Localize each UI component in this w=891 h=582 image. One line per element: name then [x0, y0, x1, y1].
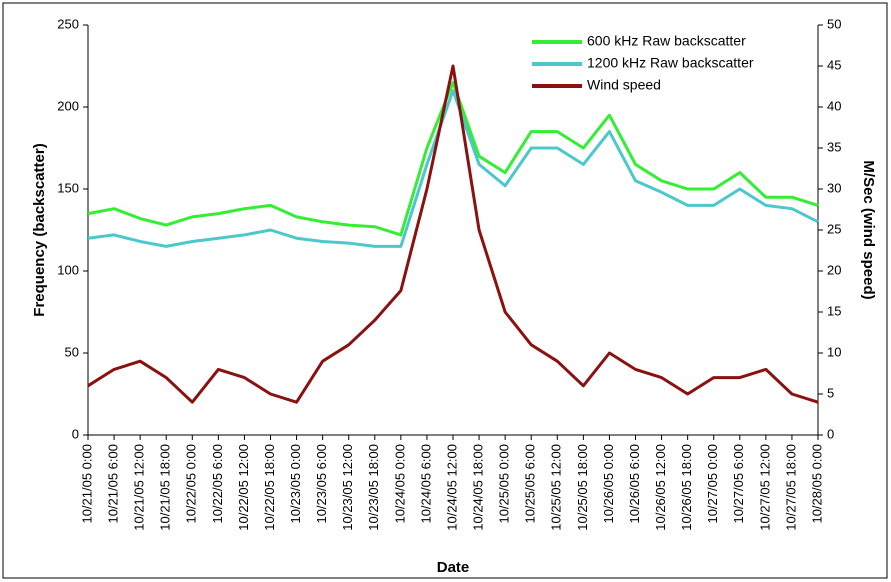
x-tick-label: 10/27/05 0:00 [705, 444, 720, 524]
x-tick-label: 10/24/05 18:00 [471, 444, 486, 531]
y2-tick-label: 40 [827, 98, 841, 113]
x-tick-label: 10/26/05 6:00 [627, 444, 642, 524]
x-tick-label: 10/21/05 6:00 [106, 444, 121, 524]
x-tick-label: 10/27/05 18:00 [783, 444, 798, 531]
y-axis-title: Frequency (backscatter) [31, 143, 48, 316]
x-tick-label: 10/21/05 12:00 [132, 444, 147, 531]
x-tick-label: 10/23/05 6:00 [314, 444, 329, 524]
x-tick-label: 10/21/05 0:00 [79, 444, 94, 524]
y-tick-label: 50 [65, 344, 79, 359]
x-tick-label: 10/25/05 6:00 [523, 444, 538, 524]
x-tick-label: 10/22/05 6:00 [210, 444, 225, 524]
legend-label: 1200 kHz Raw backscatter [587, 55, 754, 71]
y-tick-label: 0 [72, 426, 79, 441]
y2-tick-label: 5 [827, 385, 834, 400]
y-tick-label: 200 [57, 98, 79, 113]
x-axis-title: Date [437, 559, 470, 576]
x-tick-label: 10/22/05 12:00 [236, 444, 251, 531]
y2-tick-label: 25 [827, 221, 841, 236]
y2-tick-label: 35 [827, 139, 841, 154]
x-tick-label: 10/27/05 6:00 [731, 444, 746, 524]
x-tick-label: 10/21/05 18:00 [158, 444, 173, 531]
x-tick-label: 10/22/05 18:00 [262, 444, 277, 531]
x-tick-label: 10/25/05 12:00 [549, 444, 564, 531]
y2-tick-label: 50 [827, 16, 841, 31]
y2-tick-label: 0 [827, 426, 834, 441]
y2-tick-label: 15 [827, 303, 841, 318]
y-tick-label: 100 [57, 262, 79, 277]
line-series [87, 80, 819, 237]
line-series [87, 89, 819, 248]
x-tick-label: 10/28/05 0:00 [809, 444, 824, 524]
x-tick-label: 10/23/05 18:00 [366, 444, 381, 531]
x-tick-label: 10/25/05 0:00 [497, 444, 512, 524]
x-tick-label: 10/22/05 0:00 [184, 444, 199, 524]
y2-tick-label: 10 [827, 344, 841, 359]
x-tick-label: 10/23/05 12:00 [340, 444, 355, 531]
legend-label: 600 kHz Raw backscatter [587, 33, 746, 49]
line-series [87, 64, 819, 404]
y-tick-label: 150 [57, 180, 79, 195]
y2-axis-title: M/Sec (wind speed) [860, 160, 877, 299]
x-tick-label: 10/27/05 12:00 [757, 444, 772, 531]
x-tick-label: 10/24/05 6:00 [418, 444, 433, 524]
y-tick-label: 250 [57, 16, 79, 31]
y2-tick-label: 45 [827, 57, 841, 72]
x-tick-label: 10/26/05 12:00 [653, 444, 668, 531]
x-tick-label: 10/24/05 0:00 [392, 444, 407, 524]
legend-label: Wind speed [587, 77, 661, 93]
y2-tick-label: 30 [827, 180, 841, 195]
x-tick-label: 10/25/05 18:00 [575, 444, 590, 531]
x-tick-label: 10/26/05 0:00 [601, 444, 616, 524]
x-tick-label: 10/24/05 12:00 [444, 444, 459, 531]
y2-tick-label: 20 [827, 262, 841, 277]
x-tick-label: 10/23/05 0:00 [288, 444, 303, 524]
x-tick-label: 10/26/05 18:00 [679, 444, 694, 531]
